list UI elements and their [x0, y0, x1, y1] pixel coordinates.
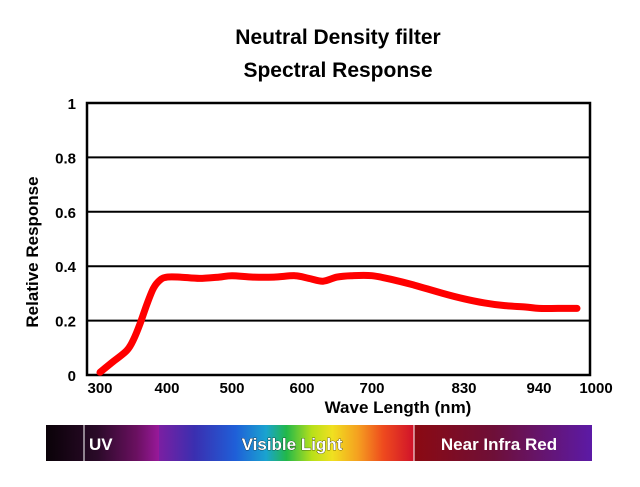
visible-band — [159, 425, 414, 461]
plot-frame — [85, 101, 592, 377]
y-tick-label: 0 — [68, 368, 76, 385]
x-axis-label: Wave Length (nm) — [325, 398, 472, 417]
x-tick-label: 830 — [451, 380, 476, 397]
y-tick-labels: 0 0.2 0.4 0.6 0.8 1 — [55, 96, 77, 385]
x-tick-label: 500 — [219, 380, 244, 397]
visible-light-label: Visible Light — [242, 435, 343, 454]
x-tick-label: 600 — [289, 380, 314, 397]
y-tick-label: 0.2 — [55, 314, 76, 331]
x-tick-labels: 300 400 500 600 700 830 940 1000 — [87, 380, 612, 397]
y-axis-label: Relative Response — [23, 176, 42, 327]
uv-band — [46, 425, 159, 461]
x-tick-label: 1000 — [579, 380, 612, 397]
x-tick-label: 700 — [359, 380, 384, 397]
x-tick-label: 400 — [154, 380, 179, 397]
chart-title: Neutral Density filter — [235, 26, 440, 49]
near-infra-red-label: Near Infra Red — [441, 435, 557, 454]
response-line — [96, 271, 581, 376]
x-tick-label: 300 — [87, 380, 112, 397]
gridlines — [87, 156, 590, 322]
chart-subtitle: Spectral Response — [243, 59, 432, 82]
y-tick-label: 0.4 — [55, 259, 77, 276]
spectrum-bar: UV Visible Light Near Infra Red — [46, 425, 592, 461]
y-tick-label: 0.6 — [55, 205, 76, 222]
uv-label: UV — [89, 435, 113, 454]
x-tick-label: 940 — [526, 380, 551, 397]
y-tick-label: 1 — [68, 96, 76, 113]
y-tick-label: 0.8 — [55, 150, 76, 167]
nir-band — [414, 425, 592, 461]
